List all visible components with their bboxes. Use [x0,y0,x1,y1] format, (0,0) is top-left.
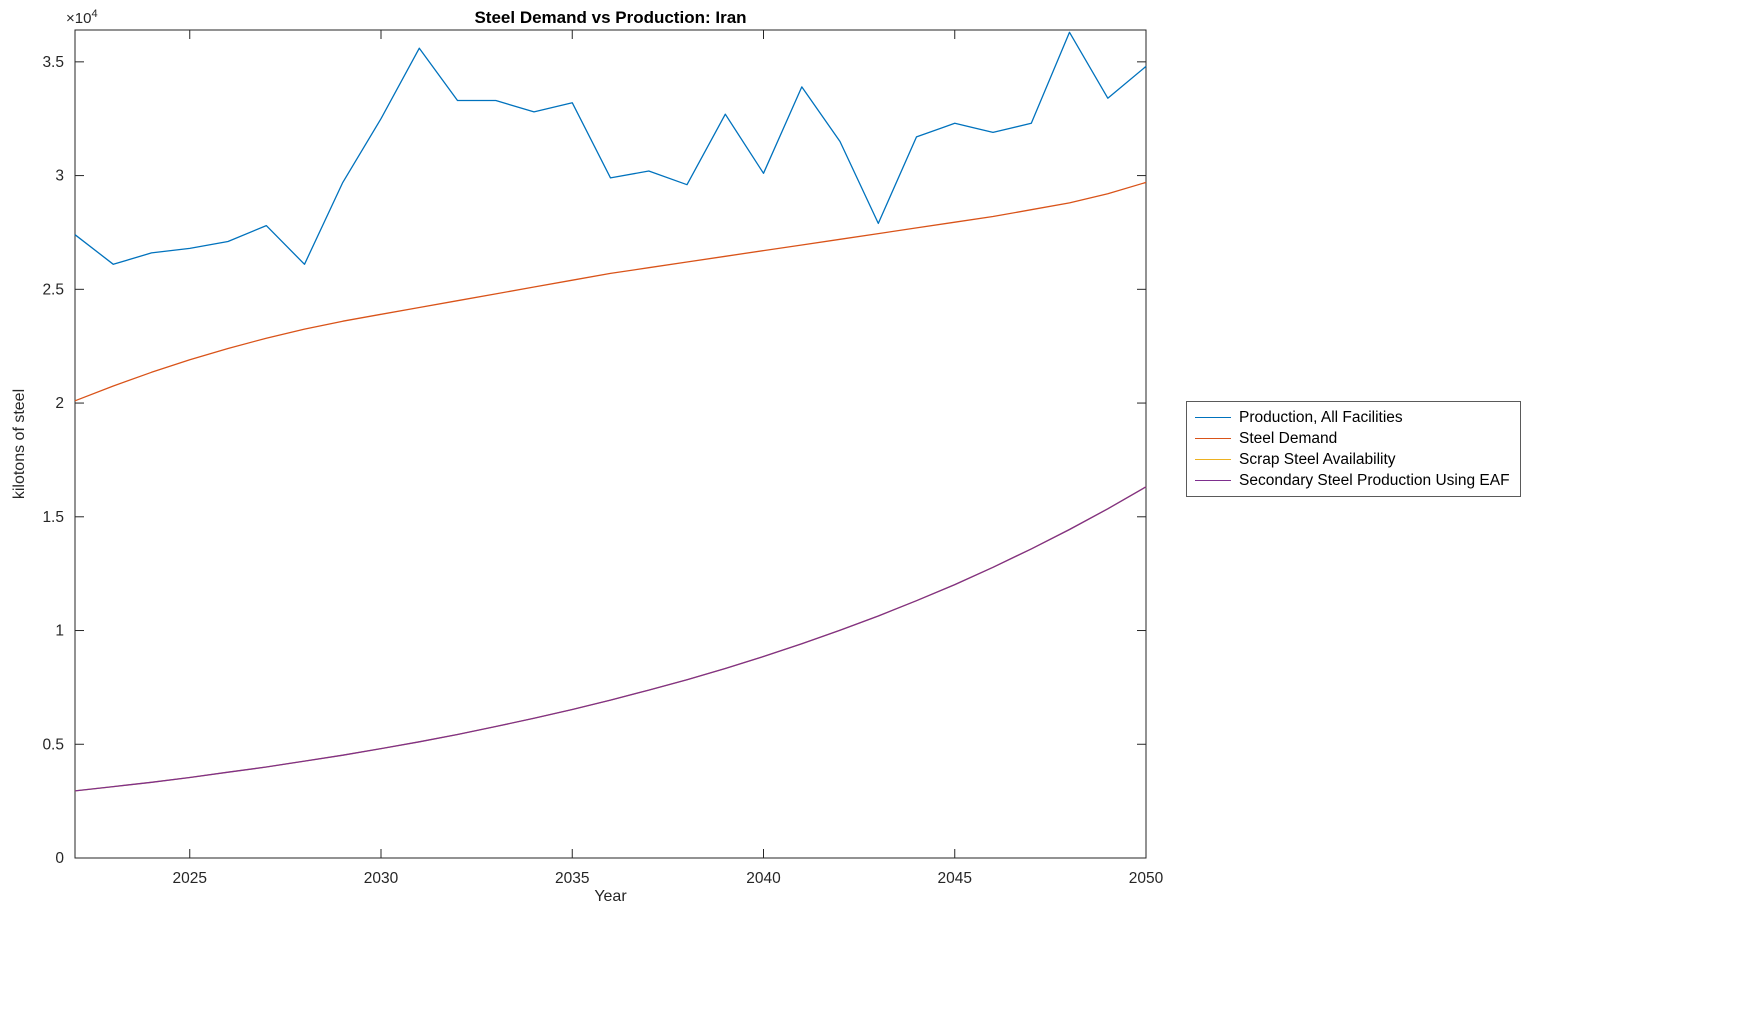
svg-text:2: 2 [55,395,64,412]
svg-text:2030: 2030 [364,870,399,887]
legend-box: Production, All Facilities Steel Demand … [1186,401,1521,497]
svg-text:2050: 2050 [1129,870,1164,887]
legend-line-sample-scrap-availability [1195,458,1231,461]
chart-title: Steel Demand vs Production: Iran [474,8,747,27]
svg-text:0.5: 0.5 [42,736,64,753]
legend-item-steel-demand: Steel Demand [1195,428,1510,449]
legend-label-production: Production, All Facilities [1239,408,1403,426]
svg-text:2035: 2035 [555,870,589,887]
legend-item-secondary-eaf: Secondary Steel Production Using EAF [1195,470,1510,491]
svg-text:1.5: 1.5 [42,509,64,526]
y-scale-base: ×10 [66,10,92,27]
legend-line-sample-steel-demand [1195,437,1231,440]
y-scale-exponent: 4 [91,8,98,20]
svg-text:2025: 2025 [173,870,207,887]
svg-text:2040: 2040 [746,870,781,887]
legend-label-secondary-eaf: Secondary Steel Production Using EAF [1239,471,1510,489]
svg-text:0: 0 [55,850,64,867]
legend-label-scrap-availability: Scrap Steel Availability [1239,450,1396,468]
legend-item-production: Production, All Facilities [1195,407,1510,428]
legend-line-sample-production [1195,416,1231,419]
y-axis-label: kilotons of steel [11,388,28,500]
svg-text:1: 1 [55,623,64,640]
x-axis-label: Year [594,888,627,905]
legend-item-scrap-availability: Scrap Steel Availability [1195,449,1510,470]
legend-label-steel-demand: Steel Demand [1239,429,1338,447]
svg-text:3.5: 3.5 [42,54,64,71]
svg-text:2.5: 2.5 [42,281,64,298]
y-axis-scale-label: ×104 [66,8,98,27]
legend-line-sample-secondary-eaf [1195,479,1231,482]
svg-text:3: 3 [55,168,64,185]
svg-text:2045: 2045 [938,870,972,887]
